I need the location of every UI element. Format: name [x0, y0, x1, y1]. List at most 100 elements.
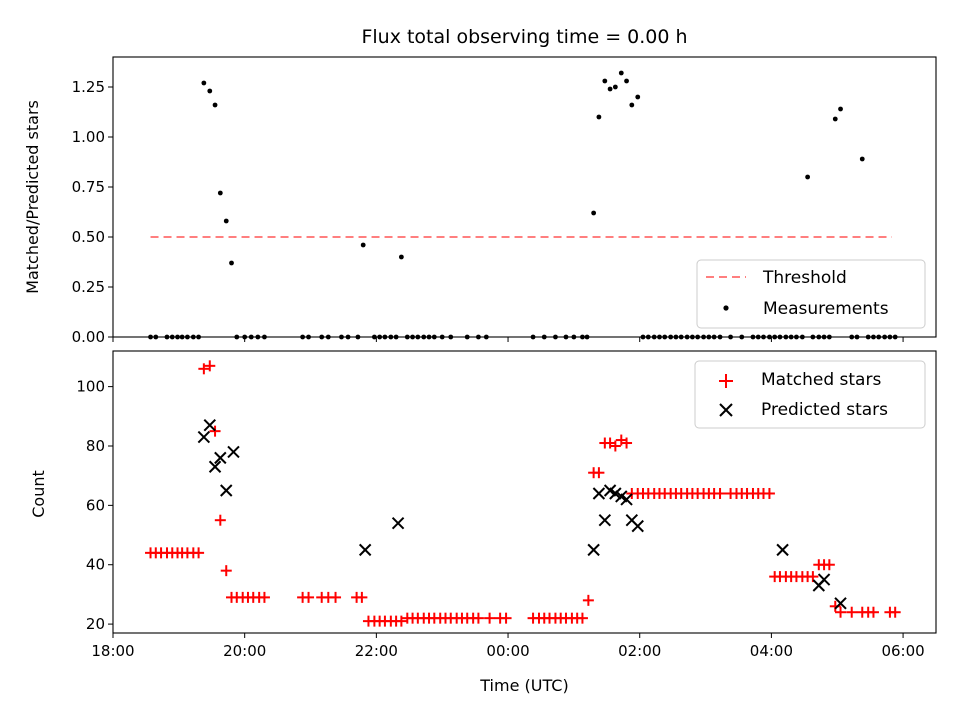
- measurement-point: [607, 86, 613, 92]
- matched-star-point: [889, 606, 901, 618]
- bottom-frame: [112, 350, 937, 634]
- bottom-legend-box: [694, 360, 926, 429]
- legend-measurements-swatch: [723, 305, 729, 311]
- top-frame: [112, 56, 937, 338]
- predicted-star-point: [227, 445, 240, 459]
- measurement-point: [832, 116, 838, 122]
- top-legend: Threshold Measurements: [696, 259, 926, 329]
- predicted-star-point: [358, 543, 372, 557]
- matched-star-point: [807, 571, 819, 583]
- bottom-xtick-label: 02:00: [618, 642, 661, 660]
- measurement-point: [859, 156, 865, 162]
- measurement-point: [207, 88, 213, 94]
- matched-star-point: [867, 606, 879, 618]
- predicted-star-point: [197, 430, 211, 444]
- measurement-point: [629, 102, 635, 108]
- top-ytick-label: 1.25: [72, 78, 105, 96]
- matched-star-point: [214, 514, 226, 526]
- predicted-star-point: [598, 513, 612, 527]
- predicted-star-point: [776, 543, 789, 557]
- top-panel: Flux total observing time = 0.00 h Match…: [23, 26, 937, 346]
- matched-star-point: [204, 360, 216, 372]
- matched-star-point: [209, 425, 221, 437]
- bottom-ytick-label: 20: [86, 615, 105, 633]
- matched-star-point: [472, 612, 484, 624]
- measurement-point: [602, 78, 608, 84]
- matched-star-point: [576, 612, 588, 624]
- top-ytick-label: 0.25: [72, 278, 105, 296]
- measurement-point: [223, 218, 229, 224]
- measurement-point: [398, 254, 404, 260]
- matched-star-point: [763, 487, 775, 499]
- legend-matched-swatch: [719, 374, 733, 388]
- matched-star-point: [395, 615, 407, 627]
- top-marks: [148, 70, 898, 340]
- measurement-point: [612, 84, 618, 90]
- matched-star-point: [823, 559, 835, 571]
- measurement-point: [618, 70, 624, 76]
- predicted-star-point: [203, 419, 216, 432]
- top-title: Flux total observing time = 0.00 h: [361, 26, 687, 48]
- bottom-ylabel: Count: [29, 470, 48, 518]
- measurement-point: [201, 80, 207, 86]
- bottom-ytick-label: 100: [76, 378, 105, 396]
- bottom-xtick-label: 22:00: [355, 642, 398, 660]
- matched-star-point: [593, 467, 605, 479]
- measurement-point: [805, 174, 811, 180]
- bottom-ytick-label: 40: [86, 556, 105, 574]
- measurement-point: [212, 102, 218, 108]
- top-ytick-label: 0.50: [72, 228, 105, 246]
- bottom-panel: Count Time (UTC) 20 40 60 80 100 18:00 20:00 2…: [29, 350, 937, 695]
- predicted-star-point: [817, 573, 831, 586]
- matched-star-point: [198, 363, 210, 375]
- predicted-star-point: [834, 597, 847, 610]
- bottom-xtick-label: 18:00: [91, 642, 134, 660]
- bottom-xlabel: Time (UTC): [479, 676, 568, 695]
- top-ytick-label: 0.00: [72, 328, 105, 346]
- legend-predicted-swatch: [719, 403, 733, 417]
- bottom-ytick-label: 60: [86, 496, 105, 514]
- legend-threshold-label: Threshold: [762, 268, 847, 288]
- measurement-point: [596, 114, 602, 120]
- bottom-x-ticks: 18:00 20:00 22:00 00:00 02:00 04:00 06:00: [91, 633, 925, 660]
- predicted-star-point: [620, 493, 633, 506]
- measurement-point: [635, 94, 641, 100]
- measurement-point: [624, 78, 629, 84]
- top-ytick-label: 1.00: [72, 128, 105, 146]
- legend-matched-label: Matched stars: [761, 370, 881, 390]
- measurement-point: [360, 242, 366, 248]
- measurement-point: [217, 190, 223, 196]
- predicted-star-point: [214, 451, 227, 465]
- matched-star-point: [220, 565, 232, 577]
- matched-star-point: [500, 612, 512, 624]
- bottom-xtick-label: 04:00: [750, 642, 793, 660]
- legend-measurements-label: Measurements: [763, 299, 889, 319]
- measurement-point: [591, 210, 597, 216]
- matched-star-point: [303, 591, 315, 603]
- top-ylabel: Matched/Predicted stars: [23, 100, 42, 294]
- predicted-star-point: [631, 519, 644, 533]
- bottom-marks: [145, 360, 901, 627]
- top-ytick-label: 0.75: [72, 178, 105, 196]
- matched-star-point: [609, 440, 621, 452]
- matched-star-point: [846, 606, 858, 618]
- predicted-star-point: [587, 543, 600, 557]
- bottom-xtick-label: 06:00: [881, 642, 924, 660]
- measurement-point: [838, 106, 843, 112]
- bottom-xtick-label: 20:00: [223, 642, 266, 660]
- top-y-ticks: 0.00 0.25 0.50 0.75 1.00 1.25: [72, 78, 113, 346]
- predicted-star-point: [391, 516, 405, 530]
- matched-star-point: [484, 612, 496, 624]
- predicted-star-point: [208, 460, 222, 473]
- bottom-xtick-label: 00:00: [486, 642, 529, 660]
- matched-star-point: [330, 591, 342, 603]
- matched-star-point: [258, 591, 270, 603]
- predicted-star-point: [220, 484, 233, 497]
- matched-star-point: [582, 594, 594, 606]
- measurement-point: [229, 260, 234, 266]
- matched-star-point: [835, 606, 847, 618]
- matched-star-point: [714, 487, 726, 499]
- bottom-legend: Matched stars Predicted stars: [694, 360, 926, 429]
- legend-predicted-label: Predicted stars: [761, 400, 888, 420]
